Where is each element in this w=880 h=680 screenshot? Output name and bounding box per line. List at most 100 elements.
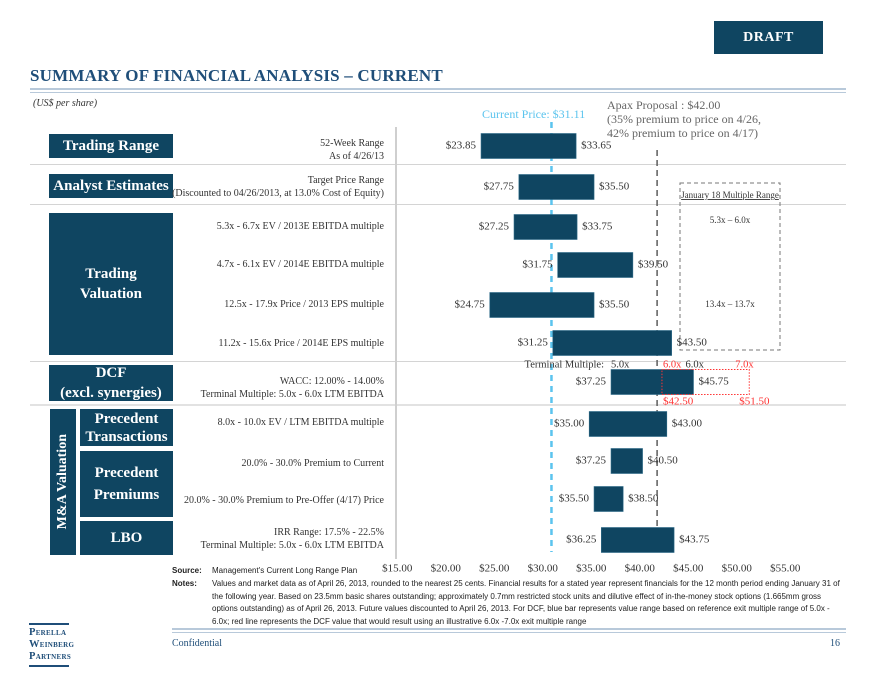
jan18-range-title: January 18 Multiple Range xyxy=(681,190,779,200)
notes-text: Values and market data as of April 26, 2… xyxy=(212,578,852,628)
notes-line: Values and market data as of April 26, 2… xyxy=(212,579,840,588)
bar-low-label: $37.25 xyxy=(576,376,607,388)
range-bar xyxy=(593,486,624,512)
jan18-range-box xyxy=(679,182,781,351)
range-bar xyxy=(518,174,595,200)
range-bar xyxy=(601,527,675,553)
description-line: Target Price Range xyxy=(307,175,384,186)
category-precedent-transactions: Precedent Transactions xyxy=(80,409,173,446)
category-analyst-estimates: Analyst Estimates xyxy=(49,174,173,198)
logo-rule-top xyxy=(29,623,69,625)
description-pe-2013: 12.5x - 17.9x Price / 2013 EPS multiple xyxy=(224,299,384,310)
category-precedent-premiums: Precedent Premiums xyxy=(80,451,173,517)
x-tick-label: $15.00 xyxy=(382,563,413,575)
source-label: Source: xyxy=(172,566,202,575)
jan18-eps-range: 13.4x – 13.7x xyxy=(705,299,755,309)
bar-low-label: $27.75 xyxy=(484,181,515,193)
footer-rule-thin xyxy=(172,632,846,633)
bar-high-label: $43.00 xyxy=(672,418,703,430)
bar-high-label: $33.65 xyxy=(581,140,612,152)
source-text: Management's Current Long Range Plan xyxy=(212,566,358,575)
logo-rule-bottom xyxy=(29,665,69,667)
apax-line-2: (35% premium to price on 4/26, xyxy=(607,112,761,126)
description-line: Terminal Multiple: 5.0x - 6.0x LTM EBITD… xyxy=(200,540,384,551)
notes-line: options outstanding) as of April 26, 201… xyxy=(212,604,830,613)
range-bar xyxy=(489,292,595,318)
company-logo: Perella Weinberg Partners xyxy=(29,623,75,667)
bar-high-label: $39.50 xyxy=(638,259,669,271)
description-pe-2014: 11.2x - 15.6x Price / 2014E EPS multiple xyxy=(218,338,384,349)
x-tick-label: $40.00 xyxy=(625,563,656,575)
x-tick-label: $55.00 xyxy=(770,563,801,575)
range-bar xyxy=(552,330,672,356)
bar-high-label: $35.50 xyxy=(599,299,630,311)
precedent-premiums-line1: Precedent xyxy=(94,465,159,481)
description-dcf: WACC: 12.00% - 14.00% Terminal Multiple:… xyxy=(201,375,384,401)
bar-low-label: $35.00 xyxy=(554,418,585,430)
category-dcf: DCF (excl. synergies) xyxy=(49,365,173,401)
description-line: Terminal Multiple: 5.0x - 6.0x LTM EBITD… xyxy=(200,389,384,400)
precedent-premiums-line2: Premiums xyxy=(93,487,160,503)
category-trading-valuation: Trading Valuation xyxy=(49,213,173,355)
logo-line-1: Perella xyxy=(29,627,67,638)
bar-high-label: $33.75 xyxy=(582,221,613,233)
x-tick-label: $20.00 xyxy=(431,563,462,575)
precedent-transactions-line1: Precedent xyxy=(94,410,159,427)
bar-high-label: $43.75 xyxy=(679,534,710,546)
x-tick-label: $45.00 xyxy=(673,563,704,575)
bar-low-label: $27.25 xyxy=(479,221,510,233)
title-rule xyxy=(30,88,846,90)
mna-valuation-label: M&A Valuation xyxy=(55,434,70,530)
trading-valuation-label: Trading Valuation xyxy=(80,266,142,302)
notes-line: 6.0x; red line represents the DCF value … xyxy=(212,616,587,626)
bar-low-label: $35.50 xyxy=(559,493,590,505)
category-mna-valuation: M&A Valuation xyxy=(50,409,76,555)
current-price-label: Current Price: $31.11 xyxy=(482,107,586,121)
category-lbo: LBO xyxy=(80,521,173,555)
confidential-label: Confidential xyxy=(172,638,222,649)
description-ev-2013-ebitda: 5.3x - 6.7x EV / 2013E EBITDA multiple xyxy=(216,221,384,232)
dcf-sublabel: (excl. synergies) xyxy=(60,385,162,401)
vertical-divider xyxy=(395,127,397,559)
apax-line-1: Apax Proposal : $42.00 xyxy=(607,98,721,112)
apax-line-3: 42% premium to price on 4/17) xyxy=(607,126,758,140)
bar-high-label: $43.50 xyxy=(677,337,708,349)
precedent-transactions-line2: Transactions xyxy=(85,428,168,445)
description-premium-current: 20.0% - 30.0% Premium to Current xyxy=(241,458,384,469)
row-divider xyxy=(30,361,846,362)
description-52-week: 52-Week Range As of 4/26/13 xyxy=(320,137,384,163)
description-premium-preoffer: 20.0% - 30.0% Premium to Pre-Offer (4/17… xyxy=(183,495,384,506)
range-bar xyxy=(610,448,643,474)
description-line: 52-Week Range xyxy=(320,138,384,149)
bar-low-label: $36.25 xyxy=(566,534,597,546)
x-tick-label: $35.00 xyxy=(576,563,607,575)
category-trading-range: Trading Range xyxy=(49,134,173,158)
description-line: As of 4/26/13 xyxy=(329,151,384,162)
bar-low-label: $31.25 xyxy=(518,337,549,349)
jan18-ebitda-range: 5.3x – 6.0x xyxy=(710,215,751,225)
bar-low-label: $31.75 xyxy=(522,259,553,271)
draft-badge: DRAFT xyxy=(714,21,823,54)
x-tick-label: $30.00 xyxy=(528,563,559,575)
description-lbo: IRR Range: 17.5% - 22.5% Terminal Multip… xyxy=(201,526,384,552)
row-divider xyxy=(30,204,846,205)
bar-high-label: $38.50 xyxy=(628,493,659,505)
description-analyst: Target Price Range (Discounted to 04/26/… xyxy=(172,174,384,200)
notes-label: Notes: xyxy=(172,579,197,588)
x-tick-label: $25.00 xyxy=(479,563,510,575)
title-rule-thin xyxy=(30,92,846,93)
dcf-label: DCF xyxy=(95,365,127,381)
apax-proposal-note: Apax Proposal : $42.00 (35% premium to p… xyxy=(607,98,761,140)
description-ev-2014-ebitda: 4.7x - 6.1x EV / 2014E EBITDA multiple xyxy=(216,259,384,270)
footer-rule xyxy=(172,628,846,630)
page-title: SUMMARY OF FINANCIAL ANALYSIS – CURRENT xyxy=(30,66,443,85)
range-bar xyxy=(588,411,668,437)
description-line: IRR Range: 17.5% - 22.5% xyxy=(274,527,384,538)
page-number: 16 xyxy=(830,638,840,649)
logo-line-2: Weinberg xyxy=(29,639,75,650)
bar-high-label: $45.75 xyxy=(698,376,729,388)
range-bar xyxy=(513,214,578,240)
description-precedent-transactions: 8.0x - 10.0x EV / LTM EBITDA multiple xyxy=(217,417,384,428)
logo-line-3: Partners xyxy=(29,651,72,662)
description-line: (Discounted to 04/26/2013, at 13.0% Cost… xyxy=(172,188,384,199)
